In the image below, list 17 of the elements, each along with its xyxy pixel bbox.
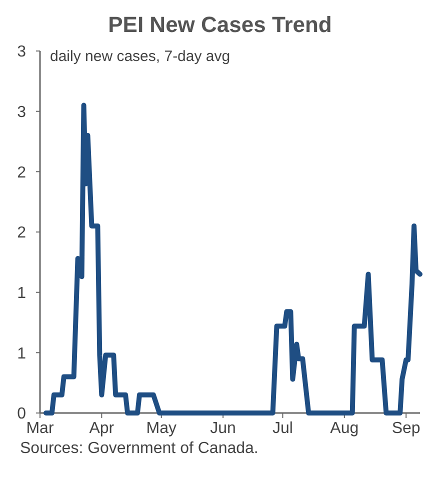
y-tick-label: 0 bbox=[17, 406, 26, 423]
x-tick-label: May bbox=[146, 420, 176, 437]
x-tick-label: Mar bbox=[26, 420, 54, 437]
annotation: daily new cases, 7-day avg bbox=[50, 48, 230, 65]
x-tick-label: Apr bbox=[89, 420, 115, 437]
x-tick-label: Aug bbox=[330, 420, 359, 437]
chart-title: PEI New Cases Trend bbox=[108, 12, 332, 37]
y-tick-label: 3 bbox=[17, 44, 26, 61]
source-note: Sources: Government of Canada. bbox=[20, 440, 258, 457]
y-tick-label: 3 bbox=[17, 104, 26, 121]
y-tick-label: 1 bbox=[17, 345, 26, 362]
y-tick-label: 1 bbox=[17, 284, 26, 302]
x-tick-label: Jun bbox=[210, 420, 236, 437]
x-tick-label: Sep bbox=[392, 420, 420, 437]
y-tick-label: 2 bbox=[17, 224, 26, 242]
x-tick-label: Jul bbox=[272, 420, 293, 437]
y-tick-label: 2 bbox=[17, 164, 26, 182]
